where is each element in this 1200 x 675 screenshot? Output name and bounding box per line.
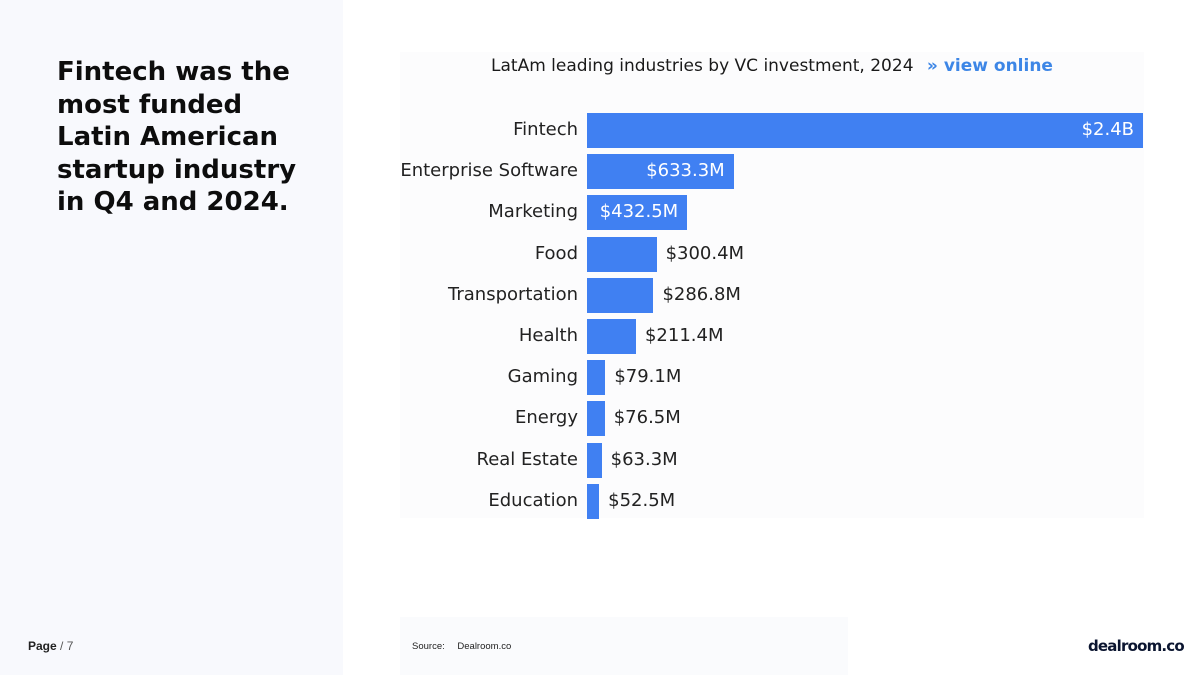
bar-education (587, 483, 600, 519)
source-note: Source: Dealroom.co (412, 641, 511, 652)
source-value: Dealroom.co (457, 641, 512, 652)
value-label: $633.3M (646, 160, 725, 182)
value-label: $63.3M (610, 448, 678, 470)
category-label: Food (534, 242, 578, 264)
category-label: Education (488, 489, 578, 511)
value-label: $286.8M (662, 283, 741, 305)
category-label: Energy (514, 407, 578, 429)
source-label: Source: (412, 641, 445, 652)
left-panel (0, 0, 343, 675)
value-label: $52.5M (608, 489, 676, 511)
source-box (400, 617, 848, 675)
value-label: $79.1M (614, 366, 682, 388)
page-label: Page (28, 639, 57, 653)
dealroom-logo: dealroom.co (1088, 637, 1185, 655)
bar-energy (587, 401, 605, 437)
category-label: Health (518, 325, 578, 346)
value-label: $300.4M (665, 242, 745, 264)
category-label: Fintech (513, 119, 578, 140)
bar-gaming (587, 360, 606, 396)
view-online-link[interactable]: » view online (926, 56, 1053, 76)
bar-food (587, 236, 657, 272)
category-label: Transportation (448, 283, 578, 305)
category-label: Real Estate (476, 448, 579, 470)
value-label: $211.4M (644, 325, 724, 346)
chart-title-text: LatAm leading industries by VC investmen… (491, 56, 914, 76)
bar-enterprise-software (587, 154, 734, 190)
value-label: $2.4B (1081, 119, 1134, 140)
value-label: $76.5M (613, 407, 681, 429)
page-headline: Fintech was the most funded Latin Americ… (57, 57, 297, 217)
value-label: $432.5M (599, 201, 679, 223)
bar-marketing (587, 195, 688, 231)
category-label: Gaming (507, 366, 578, 388)
bar-fintech (587, 113, 1143, 148)
page-indicator: Page / 7 (28, 639, 73, 653)
bar-real-estate (587, 442, 602, 478)
category-label: Enterprise Software (400, 160, 578, 182)
page-total: / 7 (60, 639, 74, 653)
chart-title: LatAm leading industries by VC investmen… (400, 56, 1144, 76)
category-label: Marketing (488, 201, 578, 223)
bar-transportation (587, 277, 654, 313)
bar-health (587, 319, 636, 354)
